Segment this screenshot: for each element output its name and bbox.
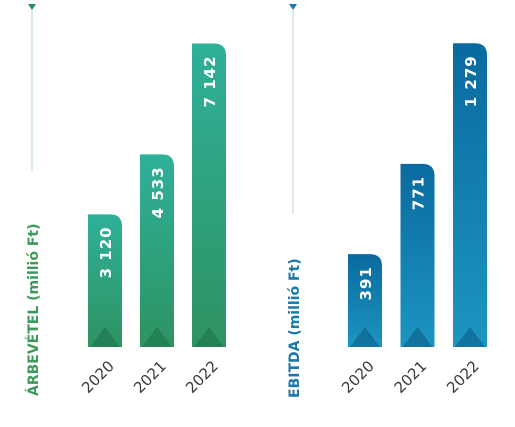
ebitda-axis-decoration [289,4,297,214]
ebitda-chart: 391 2020 771 2021 1 279 2022 [338,43,487,397]
revenue-bar-2020 [88,214,122,347]
revenue-bar-base-ornament-2021 [142,327,172,347]
ebitda-bar-2022 [453,43,487,348]
revenue-category-label-2022: 2022 [182,357,222,397]
revenue-axis-decoration [28,4,36,172]
revenue-bar-base-ornament-2022 [194,327,224,347]
revenue-value-label-2021: 4 533 [149,166,167,218]
revenue-category-label-2021: 2021 [130,357,170,397]
revenue-axis-marker [28,4,36,10]
ebitda-axis-title: EBITDA (millió Ft) [287,258,303,398]
revenue-chart: 3 120 2020 4 533 2021 7 142 2022 [78,43,226,397]
ebitda-category-label-2021: 2021 [391,357,431,397]
ebitda-bar-base-ornament-2020 [350,327,380,347]
revenue-bar-base-ornament-2020 [90,327,120,347]
ebitda-category-label-2022: 2022 [443,357,483,397]
ebitda-bar-2020 [348,254,382,347]
ebitda-bar-base-ornament-2021 [402,327,433,347]
revenue-value-label-2020: 3 120 [97,226,115,278]
ebitda-value-label-2021: 771 [410,176,428,210]
ebitda-value-label-2022: 1 279 [462,55,480,107]
ebitda-bar-2021 [400,163,435,347]
ebitda-axis-marker [289,4,297,10]
revenue-bar-2021 [140,154,174,347]
revenue-value-label-2022: 7 142 [201,55,219,107]
revenue-category-label-2020: 2020 [78,357,118,397]
ebitda-category-label-2020: 2020 [338,357,378,397]
revenue-axis-title: ÁRBEVÉTEL (millió Ft) [25,224,42,396]
revenue-bar-2022 [192,43,226,348]
ebitda-bar-base-ornament-2022 [455,327,485,347]
ebitda-value-label-2020: 391 [357,266,375,300]
